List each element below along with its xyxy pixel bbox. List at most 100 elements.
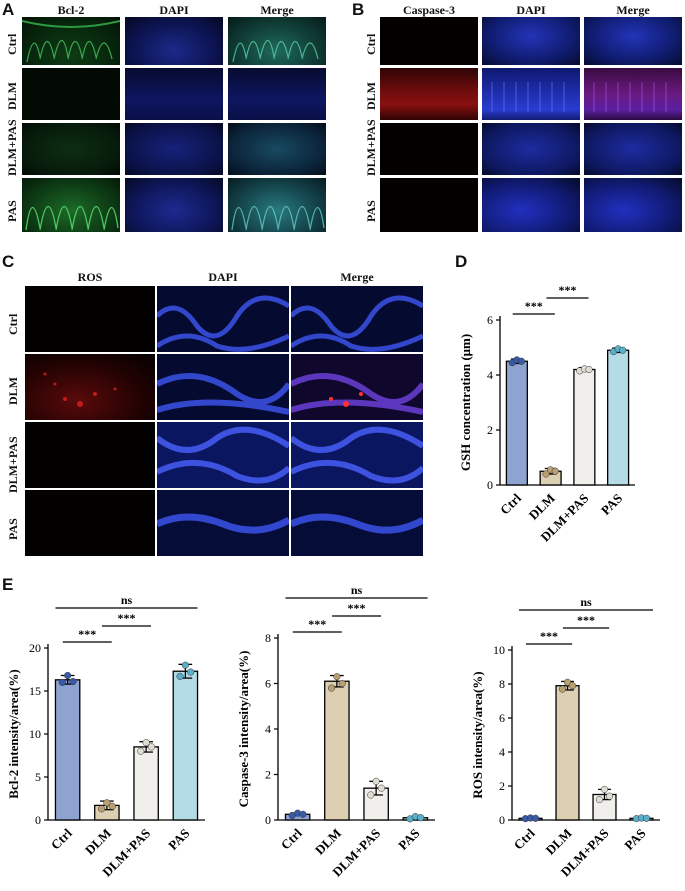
data-point xyxy=(542,470,550,478)
x-tick-label: DLM xyxy=(312,826,344,858)
bar xyxy=(133,746,159,821)
data-point xyxy=(595,796,604,804)
data-point xyxy=(299,810,307,818)
panel-b-image-dlmpas-merge xyxy=(584,123,682,175)
x-tick-label: Ctrl xyxy=(278,825,305,852)
y-tick-label: 6 xyxy=(499,711,505,725)
panel-b-col-dapi: DAPI xyxy=(516,3,546,17)
data-point xyxy=(531,814,540,822)
panel-c-image-dlmpas-dapi xyxy=(157,422,289,488)
panel-b-col-merge: Merge xyxy=(616,3,650,17)
panel-c-image-pas-merge xyxy=(291,490,423,556)
panel-c-row-ctrl: Ctrl xyxy=(6,313,20,335)
y-axis-label: GSH concentration (μm) xyxy=(458,334,473,471)
y-tick-label: 0 xyxy=(499,813,505,827)
data-point xyxy=(585,365,593,374)
data-point xyxy=(187,668,195,676)
significance-label: *** xyxy=(577,613,595,627)
data-point xyxy=(64,671,72,680)
panel-a-row-pas: PAS xyxy=(5,200,19,222)
panel-b-image-dlm-dapi xyxy=(482,68,580,120)
panel-c-image-dlm-merge xyxy=(291,354,423,420)
x-tick-label: PAS xyxy=(165,826,192,853)
y-axis-label: Caspase-3 intensity/area(%) xyxy=(236,651,251,808)
panel-a-image-dlmpas-merge xyxy=(228,123,326,175)
data-point xyxy=(372,777,380,785)
x-tick-label: DLM xyxy=(543,826,575,858)
panel-c-row-dlmpas: DLM+PAS xyxy=(6,436,20,493)
data-point xyxy=(517,357,526,365)
panel-a-row-dlmpas: DLM+PAS xyxy=(5,119,19,176)
panel-a-image-ctrl-merge xyxy=(228,17,326,65)
data-point xyxy=(563,678,572,686)
x-tick-label: Ctrl xyxy=(497,490,524,517)
y-tick-label: 20 xyxy=(29,641,41,655)
panel-letter-a: A xyxy=(2,0,15,19)
bar xyxy=(54,679,81,821)
y-tick-label: 0 xyxy=(35,813,41,827)
panel-b-row-dlm: DLM xyxy=(364,82,378,110)
significance-label: *** xyxy=(78,627,96,641)
data-point xyxy=(605,792,614,800)
significance-label: *** xyxy=(540,629,558,643)
panel-a-image-dlm-bcl2 xyxy=(22,68,120,120)
significance-label: ns xyxy=(351,583,363,597)
data-point xyxy=(417,814,425,822)
panel-b-image-ctrl-caspase3 xyxy=(380,17,478,65)
panel-a-image-dlmpas-bcl2 xyxy=(22,123,120,175)
panel-b-image-pas-dapi xyxy=(482,178,580,232)
data-point xyxy=(568,682,577,690)
panel-letter-d: D xyxy=(455,252,468,271)
data-point xyxy=(181,661,189,669)
panel-c-image-dlm-dapi xyxy=(157,354,289,420)
data-point xyxy=(97,805,106,813)
x-tick-label: PAS xyxy=(395,826,422,853)
panel-b-row-pas: PAS xyxy=(364,200,378,222)
data-point xyxy=(600,785,609,793)
y-tick-label: 0 xyxy=(487,478,493,492)
panel-letter-e: E xyxy=(2,575,14,594)
bar xyxy=(324,680,350,821)
panel-a-image-ctrl-dapi xyxy=(125,17,223,65)
data-point xyxy=(176,672,184,680)
panel-c-image-dlmpas-merge xyxy=(291,422,423,488)
panel-c-col-dapi: DAPI xyxy=(208,270,238,284)
panel-a-image-ctrl-bcl2 xyxy=(22,17,120,65)
data-point xyxy=(103,799,111,807)
significance-label: *** xyxy=(308,617,326,631)
y-tick-label: 0 xyxy=(265,813,271,827)
bar xyxy=(172,670,199,821)
bar xyxy=(607,349,630,486)
bar xyxy=(555,685,580,821)
y-tick-label: 4 xyxy=(499,745,505,759)
y-tick-label: 5 xyxy=(35,770,41,784)
y-tick-label: 8 xyxy=(265,631,271,645)
panel-b-row-ctrl: Ctrl xyxy=(364,33,378,55)
y-tick-label: 4 xyxy=(487,368,493,382)
panel-c-row-pas: PAS xyxy=(6,518,20,540)
panel-b-image-ctrl-dapi xyxy=(482,17,580,65)
panel-a-col-dapi: DAPI xyxy=(159,3,189,17)
data-point xyxy=(338,679,346,688)
y-tick-label: 10 xyxy=(29,727,41,741)
data-point xyxy=(58,678,66,686)
panel-c-image-ctrl-ros xyxy=(25,286,155,352)
panel-b-image-dlm-caspase3 xyxy=(380,68,478,120)
significance-label: *** xyxy=(525,299,543,313)
panel-b-image-pas-merge xyxy=(584,178,682,232)
data-point xyxy=(367,791,375,799)
y-axis-label: ROS intensity/area(%) xyxy=(470,671,485,798)
y-tick-label: 2 xyxy=(265,768,271,782)
panel-c-image-ctrl-merge xyxy=(291,286,423,352)
panel-a-col-bcl2: Bcl-2 xyxy=(57,3,85,17)
x-tick-label: DLM xyxy=(82,826,114,858)
significance-label: ns xyxy=(580,595,592,609)
panel-letter-c: C xyxy=(2,252,15,271)
data-point xyxy=(147,743,156,751)
x-tick-label: PAS xyxy=(598,491,625,518)
y-tick-label: 4 xyxy=(265,722,271,736)
y-tick-label: 6 xyxy=(487,313,493,327)
